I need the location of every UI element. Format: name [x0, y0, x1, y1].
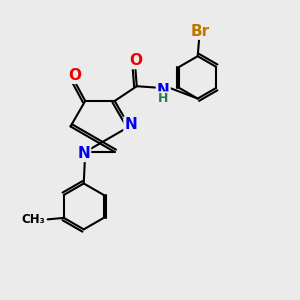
Text: N: N [124, 118, 137, 133]
Text: CH₃: CH₃ [22, 213, 45, 226]
Text: N: N [157, 83, 169, 98]
Text: N: N [77, 146, 90, 161]
Text: Br: Br [190, 24, 210, 39]
Text: O: O [129, 53, 142, 68]
Text: O: O [68, 68, 81, 83]
Text: H: H [158, 92, 168, 105]
